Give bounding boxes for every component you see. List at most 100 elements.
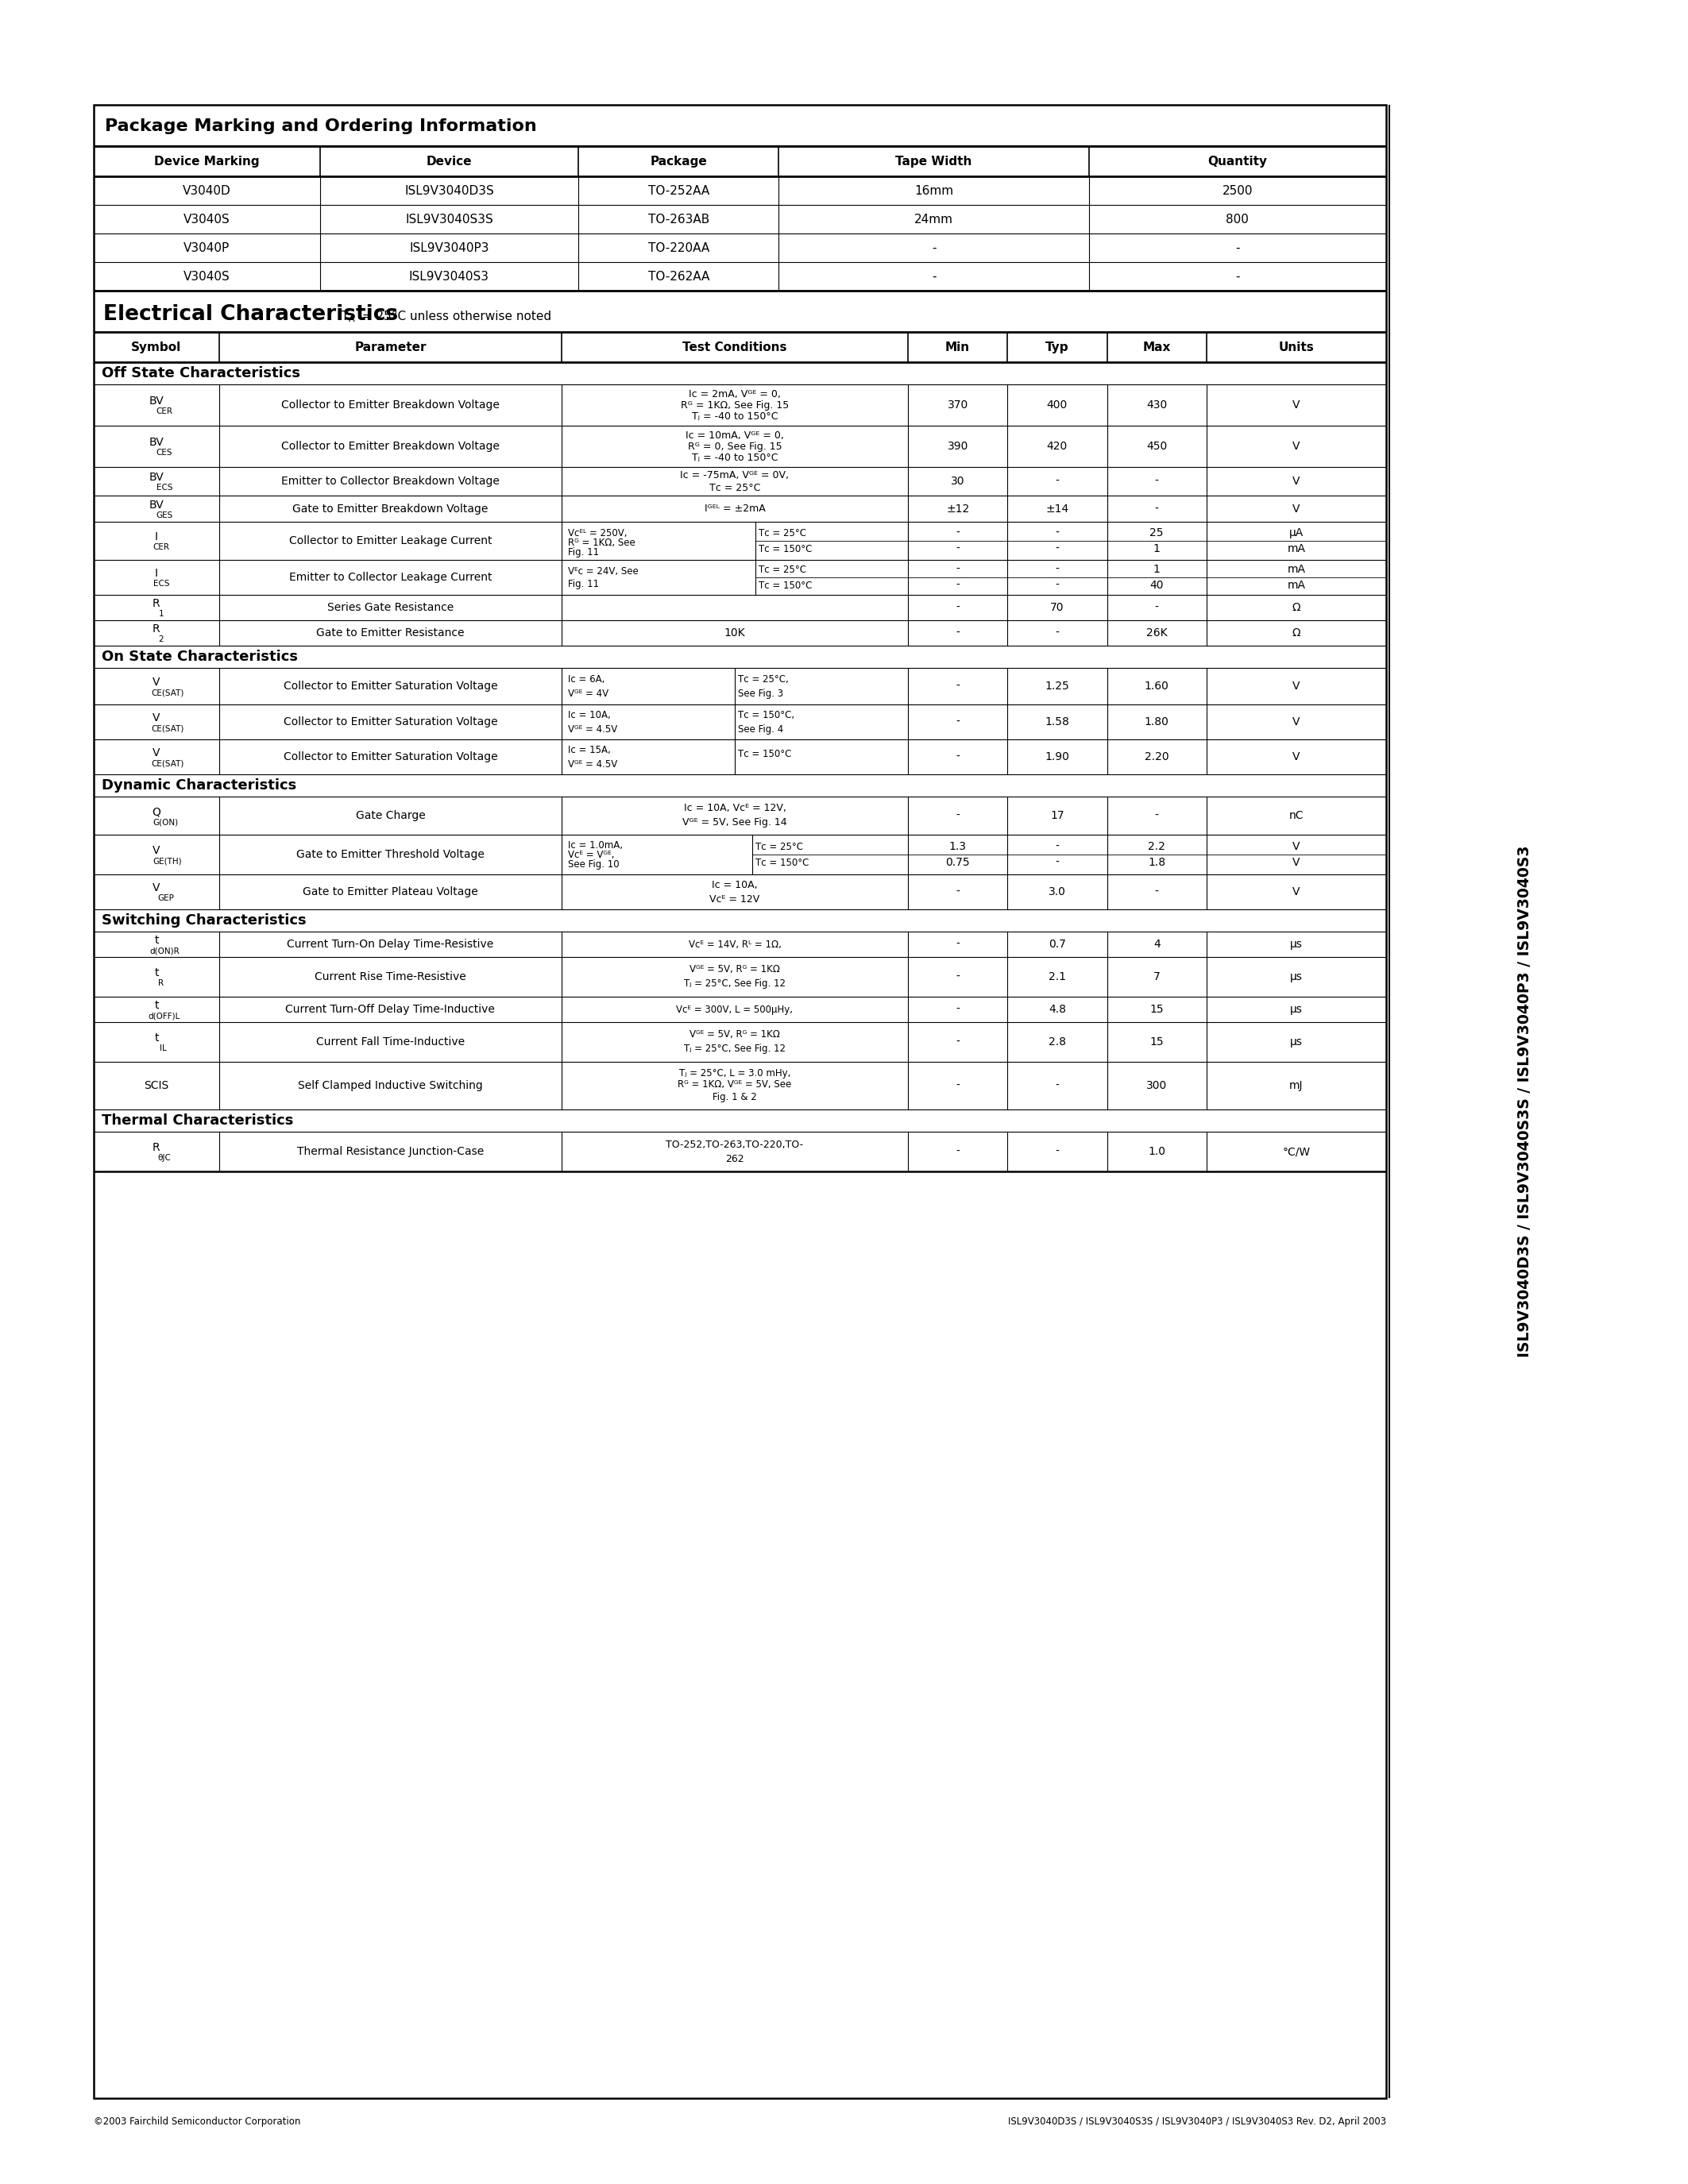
Text: Current Fall Time-Inductive: Current Fall Time-Inductive: [316, 1037, 464, 1048]
Text: Quantity: Quantity: [1207, 155, 1268, 168]
Text: Min: Min: [945, 341, 971, 354]
Text: 0.75: 0.75: [945, 856, 971, 867]
Text: -: -: [955, 1037, 960, 1048]
Text: V: V: [152, 677, 160, 688]
Text: Switching Characteristics: Switching Characteristics: [101, 913, 306, 928]
Text: On State Characteristics: On State Characteristics: [101, 649, 297, 664]
Text: -: -: [1055, 1147, 1058, 1158]
Text: Vᴳᴱ = 5V, Rᴳ = 1KΩ: Vᴳᴱ = 5V, Rᴳ = 1KΩ: [689, 1029, 780, 1040]
Text: 300: 300: [1146, 1081, 1166, 1092]
Text: Iᴄ = 10A,: Iᴄ = 10A,: [567, 710, 611, 721]
Text: Package: Package: [650, 155, 707, 168]
Text: 400: 400: [1047, 400, 1067, 411]
Text: Off State Characteristics: Off State Characteristics: [101, 367, 300, 380]
Text: Collector to Emitter Saturation Voltage: Collector to Emitter Saturation Voltage: [284, 716, 498, 727]
Text: Tᴄ = 25°C: Tᴄ = 25°C: [709, 483, 760, 494]
Text: Series Gate Resistance: Series Gate Resistance: [327, 603, 454, 614]
Text: 26K: 26K: [1146, 627, 1168, 638]
Text: BV: BV: [149, 395, 164, 406]
Text: Iᴄ = -75mA, Vᴳᴱ = 0V,: Iᴄ = -75mA, Vᴳᴱ = 0V,: [680, 470, 790, 480]
Text: -: -: [955, 810, 960, 821]
Text: 7: 7: [1153, 972, 1160, 983]
Text: V3040D: V3040D: [182, 186, 231, 197]
Text: -: -: [955, 972, 960, 983]
Text: Fig. 11: Fig. 11: [567, 546, 599, 557]
Text: Vᴄᴱ = 14V, Rᴸ = 1Ω,: Vᴄᴱ = 14V, Rᴸ = 1Ω,: [689, 939, 782, 950]
Text: Collector to Emitter Saturation Voltage: Collector to Emitter Saturation Voltage: [284, 681, 498, 692]
Text: Max: Max: [1143, 341, 1171, 354]
Text: μs: μs: [1290, 972, 1303, 983]
Text: See Fig. 10: See Fig. 10: [567, 858, 619, 869]
Text: 1.90: 1.90: [1045, 751, 1070, 762]
Text: V: V: [152, 712, 160, 723]
Text: 1: 1: [159, 609, 164, 618]
Text: -: -: [955, 579, 960, 592]
Text: V: V: [1293, 856, 1300, 867]
Text: ECS: ECS: [157, 483, 172, 491]
Text: μs: μs: [1290, 939, 1303, 950]
Text: Fig. 11: Fig. 11: [567, 579, 599, 590]
Text: Symbol: Symbol: [132, 341, 182, 354]
Text: 1: 1: [1153, 563, 1160, 574]
Text: V: V: [1293, 751, 1300, 762]
Text: Device: Device: [427, 155, 473, 168]
Text: -: -: [955, 563, 960, 574]
Text: V3040S: V3040S: [184, 271, 230, 282]
Text: Device Marking: Device Marking: [154, 155, 260, 168]
Text: 390: 390: [947, 441, 969, 452]
Text: V: V: [1293, 681, 1300, 692]
Text: T: T: [338, 310, 349, 321]
Text: -: -: [955, 1081, 960, 1092]
Text: t: t: [154, 968, 159, 978]
Text: Tᴄ = 25°C: Tᴄ = 25°C: [758, 563, 807, 574]
Text: Rᴳ = 1KΩ, See Fig. 15: Rᴳ = 1KΩ, See Fig. 15: [680, 400, 788, 411]
Text: Tⱼ = 25°C, L = 3.0 mHy,: Tⱼ = 25°C, L = 3.0 mHy,: [679, 1068, 790, 1079]
Text: Vᴳᴱ = 5V, See Fig. 14: Vᴳᴱ = 5V, See Fig. 14: [682, 817, 787, 828]
Text: GEP: GEP: [157, 893, 174, 902]
Text: V: V: [1293, 887, 1300, 898]
Text: Tᴄ = 25°C,: Tᴄ = 25°C,: [738, 675, 788, 684]
Text: Iᴄ = 15A,: Iᴄ = 15A,: [567, 745, 611, 756]
Text: -: -: [1055, 856, 1058, 867]
Text: Ω: Ω: [1291, 627, 1300, 638]
Text: Gate to Emitter Threshold Voltage: Gate to Emitter Threshold Voltage: [297, 850, 484, 860]
Text: Parameter: Parameter: [354, 341, 427, 354]
Text: -: -: [1236, 242, 1239, 253]
Text: 800: 800: [1225, 214, 1249, 225]
Text: Ω: Ω: [1291, 603, 1300, 614]
Text: TO-262AA: TO-262AA: [648, 271, 709, 282]
Text: 450: 450: [1146, 441, 1166, 452]
Text: 2500: 2500: [1222, 186, 1252, 197]
Text: -: -: [1055, 579, 1058, 592]
Text: 1.60: 1.60: [1144, 681, 1170, 692]
Text: = 25°C unless otherwise noted: = 25°C unless otherwise noted: [358, 310, 552, 321]
Text: t: t: [154, 935, 159, 946]
Text: 1.58: 1.58: [1045, 716, 1070, 727]
Text: t: t: [154, 1000, 159, 1011]
Text: Vᴳᴱ = 4V: Vᴳᴱ = 4V: [567, 688, 609, 699]
Text: Emitter to Collector Breakdown Voltage: Emitter to Collector Breakdown Voltage: [282, 476, 500, 487]
Text: d(OFF)L: d(OFF)L: [149, 1011, 181, 1020]
Text: Vᴳᴱ = 5V, Rᴳ = 1KΩ: Vᴳᴱ = 5V, Rᴳ = 1KΩ: [689, 963, 780, 974]
Text: 17: 17: [1050, 810, 1063, 821]
Text: Collector to Emitter Leakage Current: Collector to Emitter Leakage Current: [289, 535, 491, 546]
Text: 262: 262: [726, 1153, 744, 1164]
Text: -: -: [955, 751, 960, 762]
Text: 430: 430: [1146, 400, 1166, 411]
Text: 25: 25: [1150, 526, 1163, 539]
Text: Rᴳ = 0, See Fig. 15: Rᴳ = 0, See Fig. 15: [687, 441, 782, 452]
Text: 24mm: 24mm: [915, 214, 954, 225]
Text: -: -: [955, 939, 960, 950]
Text: Vᴱᴄ = 24V, See: Vᴱᴄ = 24V, See: [567, 566, 638, 577]
Text: d(ON)R: d(ON)R: [149, 946, 179, 954]
Text: -: -: [1155, 810, 1158, 821]
Text: See Fig. 4: See Fig. 4: [738, 723, 783, 734]
Text: Rᴳ = 1KΩ, See: Rᴳ = 1KΩ, See: [567, 537, 635, 548]
Text: IL: IL: [159, 1044, 165, 1053]
Text: 2: 2: [159, 636, 164, 644]
Text: 70: 70: [1050, 603, 1063, 614]
Text: TO-263AB: TO-263AB: [648, 214, 709, 225]
Text: -: -: [1055, 544, 1058, 555]
Text: 370: 370: [947, 400, 969, 411]
Text: R: R: [159, 978, 164, 987]
